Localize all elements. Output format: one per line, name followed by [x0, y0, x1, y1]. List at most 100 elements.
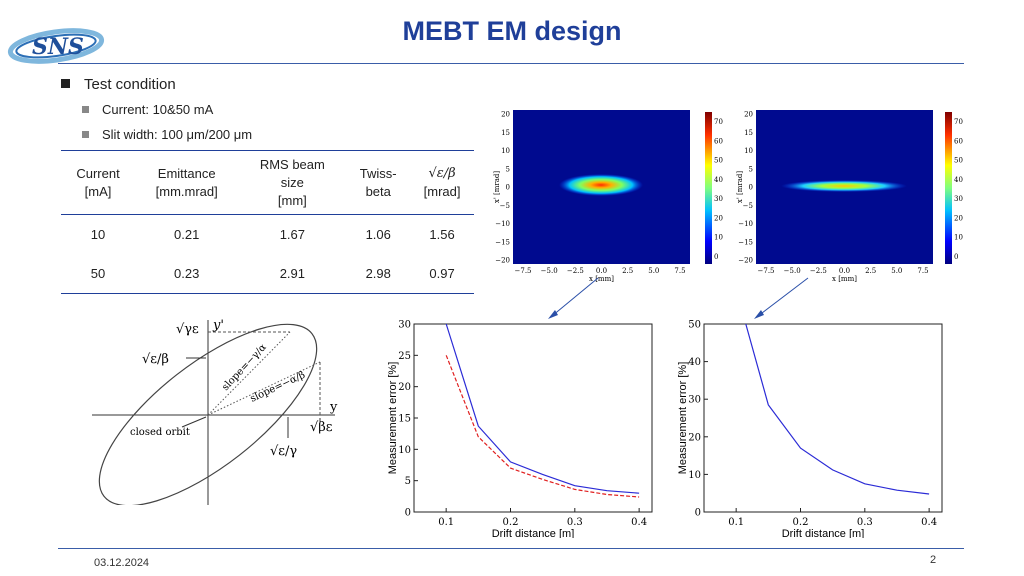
x-tick-label: 0.1 [728, 517, 744, 528]
y-tick-label: 20 [501, 111, 510, 119]
table-cell: 0.21 [174, 227, 200, 242]
logo-text: SNS [32, 34, 84, 60]
x-tick-label: 0.4 [631, 517, 647, 528]
y-tick-label: 20 [688, 432, 701, 443]
y-axis-label: x' [mrad] [493, 171, 501, 203]
y-tick-label: 50 [688, 320, 701, 331]
x-tick-label: −2.5 [567, 267, 584, 275]
y-tick-label: 15 [501, 129, 510, 137]
header-current: Current [mA] [76, 165, 120, 199]
table-cell: 1.06 [365, 227, 391, 242]
table-cell: 0.23 [174, 266, 200, 281]
bottom-divider [58, 548, 964, 549]
table-cell: 1.56 [429, 227, 455, 242]
error-chart-10ma: 0 5 10 15 20 25 30 0.1 0.2 0.3 0.4 Drift distance [… [387, 320, 653, 538]
x-tick-label: 5.0 [648, 267, 659, 275]
x-tick-label: 0.0 [596, 267, 607, 275]
y-tick-label: −20 [495, 257, 510, 265]
plot-frame [703, 323, 943, 513]
table-row: 10 0.21 1.67 1.06 1.56 [61, 215, 474, 255]
y-tick-label: 5 [405, 476, 411, 487]
plot-frame [413, 323, 653, 513]
y-tick-label: 5 [749, 165, 753, 173]
x-axis-label: x [mm] [589, 275, 614, 283]
bullet-sub-text: Slit width: 100 μm/200 μm [102, 127, 253, 142]
table-cell: 1.67 [279, 227, 305, 242]
phase-plot-50ma [756, 110, 952, 264]
y-axis-label: Measurement error [%] [387, 362, 399, 474]
y-tick-label: −20 [738, 257, 753, 265]
y-tick-label: 0 [695, 508, 701, 519]
table-cell: 2.98 [365, 266, 391, 281]
colorbar-tick-label: 20 [714, 214, 723, 222]
x-tick-label: −7.5 [758, 267, 775, 275]
y-tick-label: 30 [688, 395, 701, 406]
x-tick-label: 2.5 [622, 267, 633, 275]
table-cell: 0.97 [429, 266, 455, 281]
y-tick-label: 10 [501, 147, 510, 155]
bullet-square-icon [82, 131, 89, 138]
parameter-table: Current [mA] Emittance [mm.mrad] RMS beam s… [61, 150, 474, 294]
colorbar-tick-label: 40 [714, 176, 723, 184]
x-tick-label: 0.0 [839, 267, 850, 275]
x-tick-label: 0.3 [567, 517, 583, 528]
label-sqrt-eps-gamma: √ε/γ [270, 444, 297, 459]
x-tick-label: −2.5 [810, 267, 827, 275]
pointer-closed-orbit [181, 416, 207, 428]
y-tick-label: 20 [744, 111, 753, 119]
arrow-left [551, 277, 599, 317]
error-chart-50ma: 0 10 20 30 40 50 0.1 0.2 0.3 0.4 Drift distance [m… [677, 320, 943, 538]
table-cell: 10 [90, 227, 106, 242]
y-tick-label: 25 [398, 351, 411, 362]
colorbar-tick-label: 10 [954, 234, 963, 242]
x-tick-label: 7.5 [917, 267, 928, 275]
x-tick-label: −5.0 [784, 267, 801, 275]
y-tick-label: 10 [744, 147, 753, 155]
colorbar-tick-label: 70 [954, 118, 963, 126]
bullet-main-text: Test condition [84, 76, 176, 93]
y-tick-label: −5 [743, 202, 753, 210]
header-twiss-beta: Twiss-beta [359, 165, 397, 199]
x-tick-label: 2.5 [865, 267, 876, 275]
series-line-0 [745, 323, 930, 495]
y-tick-label: −5 [500, 202, 510, 210]
table-row: 50 0.23 2.91 2.98 0.97 [61, 254, 474, 294]
series-line-1 [445, 355, 640, 498]
y-tick-label: 15 [398, 414, 411, 425]
x-tick-label: 7.5 [674, 267, 685, 275]
top-divider [58, 63, 964, 64]
slope-line-1 [207, 331, 291, 416]
header-emittance: Emittance [mm.mrad] [155, 165, 218, 199]
colorbar-tick-label: 10 [714, 234, 723, 242]
x-tick-label: 0.2 [503, 517, 519, 528]
header-rms-beam-size: RMS beam size [mm] [259, 156, 325, 208]
colorbar-tick-label: 50 [954, 157, 963, 165]
header-sqrt-eps-beta: √ε/β [mrad] [423, 166, 461, 199]
y-tick-label: 5 [506, 165, 510, 173]
beam-distribution [559, 174, 643, 196]
beam-distribution [781, 180, 907, 192]
twiss-ellipse-diagram: √γε y' √ε/β slope=−γ/α slope=−α/β y √βε … [92, 318, 338, 505]
y-tick-label: 0 [749, 184, 753, 192]
label-sqrt-eps-beta: √ε/β [142, 352, 169, 367]
y-tick-label: 30 [398, 320, 411, 331]
colorbar-tick-label: 0 [714, 253, 718, 261]
x-axis-label: Drift distance [m] [492, 528, 575, 538]
x-tick-label: 0.3 [857, 517, 873, 528]
y-axis-label: x' [mrad] [736, 171, 744, 203]
colorbar-tick-label: 60 [954, 137, 963, 145]
table-cell: 50 [90, 266, 106, 281]
y-axis-label: Measurement error [%] [677, 362, 689, 474]
x-axis-label: x [mm] [832, 275, 857, 283]
y-tick-label: 15 [744, 129, 753, 137]
label-sqrt-gamma-eps: √γε [176, 322, 199, 337]
label-slope-1: slope=−γ/α [220, 342, 269, 393]
y-tick-label: 20 [398, 382, 411, 393]
series-line-0 [445, 323, 640, 494]
x-tick-label: 0.1 [438, 517, 454, 528]
colorbar-tick-label: 50 [714, 157, 723, 165]
bullet-square-icon [82, 106, 89, 113]
colorbar-tick-label: 70 [714, 118, 723, 126]
